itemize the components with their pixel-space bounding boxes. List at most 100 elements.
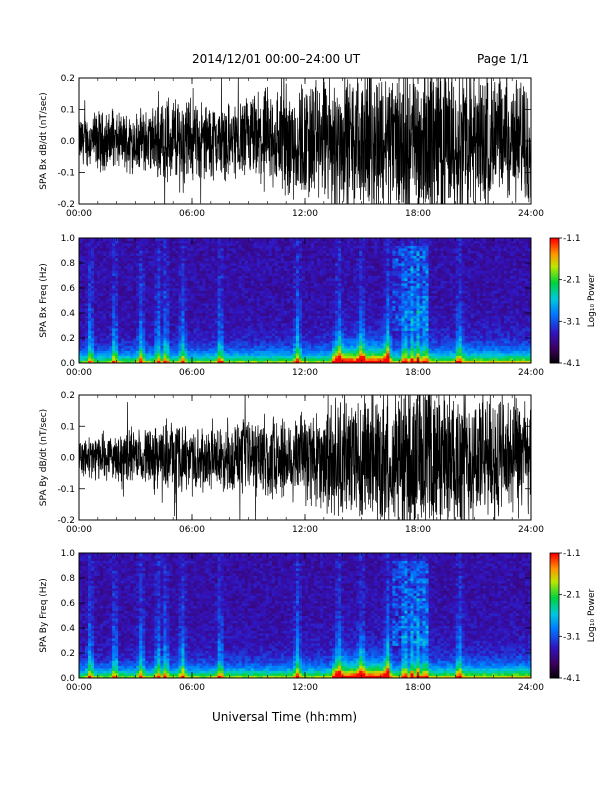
power-cell — [100, 288, 104, 291]
power-cell — [208, 338, 212, 341]
power-cell — [169, 338, 173, 341]
power-cell — [271, 263, 276, 266]
power-cell — [94, 333, 98, 336]
power-cell — [356, 325, 360, 329]
power-cell — [130, 240, 134, 244]
power-cell — [190, 328, 194, 331]
power-cell — [211, 278, 215, 281]
power-cell — [133, 315, 137, 319]
power-cell — [223, 345, 228, 349]
power-cell — [136, 248, 140, 251]
power-cell — [160, 298, 164, 301]
power-cell — [154, 243, 158, 246]
x-tick-label: 18:00 — [405, 209, 431, 219]
power-cell — [323, 283, 327, 286]
power-cell — [169, 335, 173, 339]
power-cell — [145, 295, 149, 299]
power-cell — [157, 348, 161, 351]
power-cell — [238, 313, 243, 316]
power-cell — [106, 320, 110, 324]
power-cell — [320, 283, 324, 286]
power-cell — [136, 270, 140, 274]
power-cell — [109, 245, 113, 249]
power-cell — [368, 238, 372, 241]
power-cell — [136, 313, 140, 316]
power-cell — [344, 255, 348, 259]
power-cell — [214, 343, 219, 346]
power-cell — [88, 353, 92, 356]
power-cell — [353, 343, 357, 346]
power-cell — [163, 345, 167, 349]
power-cell — [353, 320, 357, 324]
power-cell — [223, 338, 228, 341]
power-cell — [320, 293, 324, 296]
power-cell — [305, 280, 309, 284]
power-cell — [166, 350, 170, 354]
power-cell — [332, 248, 336, 251]
power-cell — [253, 343, 258, 346]
power-cell — [130, 288, 134, 291]
power-cell — [223, 300, 228, 304]
power-cell — [106, 248, 110, 251]
power-cell — [115, 240, 119, 244]
power-cell — [350, 308, 354, 311]
power-cell — [332, 300, 336, 304]
power-cell — [178, 258, 182, 261]
power-cell — [317, 318, 321, 321]
power-cell — [139, 335, 143, 339]
power-cell — [268, 335, 273, 339]
power-cell — [175, 348, 179, 351]
power-cell — [166, 275, 170, 279]
power-cell — [295, 250, 300, 254]
power-cell — [314, 348, 318, 351]
power-cell — [292, 260, 297, 264]
power-cell — [223, 283, 228, 286]
power-cell — [172, 268, 176, 271]
power-cell — [163, 355, 167, 359]
power-cell — [172, 288, 176, 291]
power-cell — [172, 320, 176, 324]
power-cell — [103, 303, 107, 306]
power-cell — [362, 248, 366, 251]
power-cell — [202, 253, 206, 256]
power-cell — [329, 253, 333, 256]
power-cell — [178, 335, 182, 339]
power-cell — [277, 308, 282, 311]
power-cell — [280, 358, 285, 361]
power-cell — [359, 345, 363, 349]
power-cell — [145, 345, 149, 349]
power-cell — [211, 258, 215, 261]
power-cell — [163, 328, 167, 331]
power-cell — [268, 358, 273, 361]
power-cell — [295, 268, 300, 271]
power-cell — [208, 268, 212, 271]
power-cell — [199, 255, 203, 259]
power-cell — [229, 275, 234, 279]
power-cell — [323, 240, 327, 244]
power-cell — [311, 268, 315, 271]
power-cell — [350, 340, 354, 344]
power-cell — [277, 303, 282, 306]
power-cell — [326, 358, 330, 361]
power-cell — [238, 250, 243, 254]
power-cell — [329, 290, 333, 294]
power-cell — [217, 253, 222, 256]
power-cell — [127, 245, 131, 249]
power-cell — [85, 245, 89, 249]
power-cell — [244, 263, 249, 266]
power-cell — [202, 278, 206, 281]
power-cell — [148, 330, 152, 334]
power-cell — [274, 240, 279, 244]
power-cell — [301, 265, 306, 269]
power-cell — [85, 355, 89, 359]
power-cell — [166, 240, 170, 244]
power-cell — [259, 325, 264, 329]
power-cell — [326, 240, 330, 244]
power-cell — [121, 358, 125, 361]
power-cell — [118, 245, 122, 249]
power-cell — [271, 335, 276, 339]
power-cell — [223, 245, 228, 249]
power-cell — [145, 313, 149, 316]
power-cell — [241, 345, 246, 349]
power-cell — [154, 280, 158, 284]
